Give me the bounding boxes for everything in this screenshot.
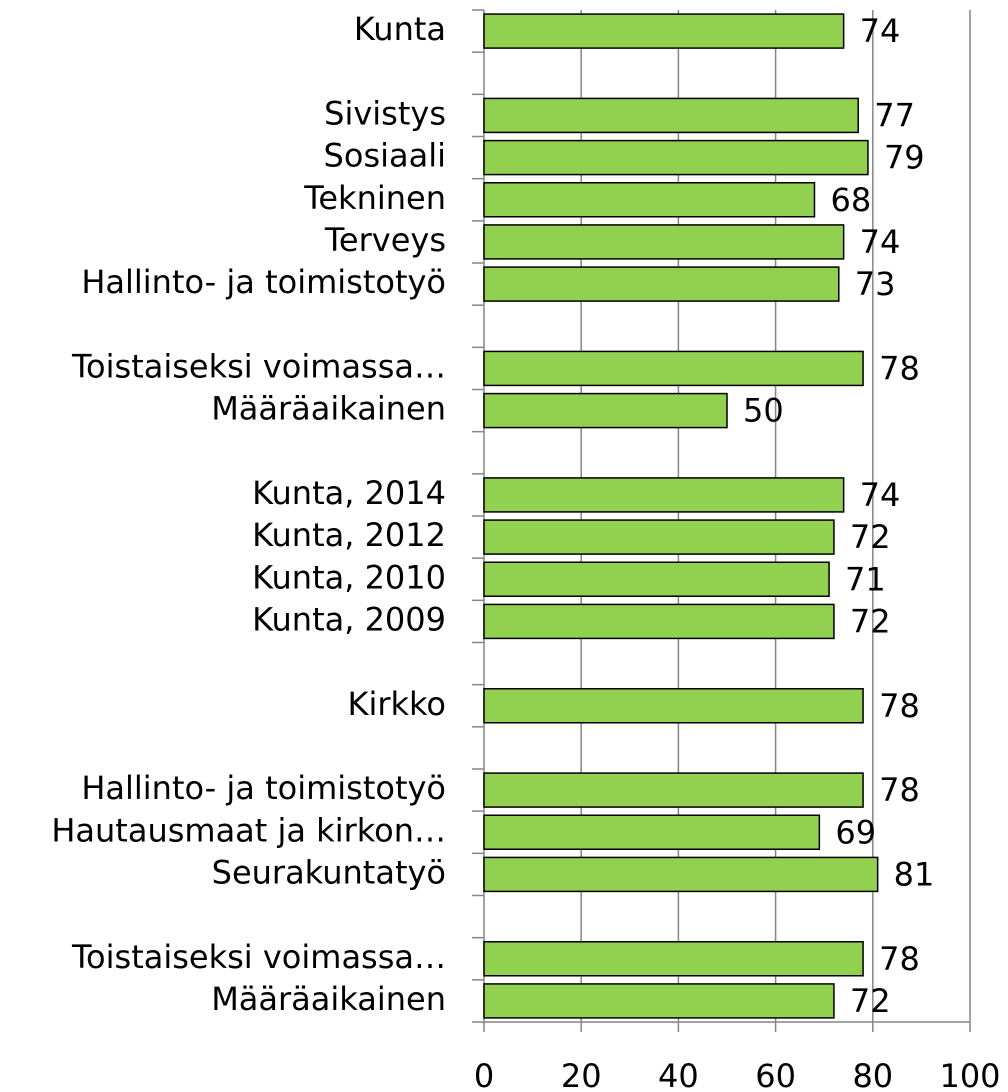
bar bbox=[483, 392, 728, 429]
bar bbox=[483, 983, 835, 1019]
y-tick-label: Kunta, 2012 bbox=[252, 516, 446, 554]
data-label: 72 bbox=[850, 982, 891, 1020]
data-label: 74 bbox=[860, 223, 901, 261]
y-tick-label: Määräaikainen bbox=[211, 980, 446, 1018]
data-label: 50 bbox=[743, 392, 784, 430]
y-tick-label: Hallinto- ja toimistotyö bbox=[81, 769, 446, 807]
x-tick-label: 80 bbox=[852, 1057, 893, 1088]
data-label: 72 bbox=[850, 602, 891, 640]
data-label: 69 bbox=[835, 813, 876, 851]
bar bbox=[483, 182, 816, 218]
bar bbox=[483, 139, 869, 176]
bar bbox=[483, 941, 864, 977]
bar bbox=[483, 856, 879, 893]
bar bbox=[483, 224, 845, 260]
bar bbox=[483, 97, 859, 134]
bar bbox=[483, 350, 864, 387]
data-label: 77 bbox=[874, 96, 915, 134]
bar bbox=[483, 772, 864, 808]
data-label: 72 bbox=[850, 518, 891, 556]
bar bbox=[483, 477, 845, 513]
x-tick-label: 100 bbox=[939, 1057, 1000, 1088]
data-label: 78 bbox=[879, 940, 920, 978]
x-tick-label: 60 bbox=[755, 1057, 796, 1088]
y-tick-label: Seurakuntatyö bbox=[212, 853, 446, 891]
x-tick-label: 20 bbox=[561, 1057, 602, 1088]
data-label: 78 bbox=[879, 349, 920, 387]
bar bbox=[483, 688, 864, 724]
bar bbox=[483, 266, 840, 302]
y-tick-label: Toistaiseksi voimassa… bbox=[71, 347, 446, 385]
y-tick-label: Sivistys bbox=[324, 94, 446, 132]
y-tick-label: Terveys bbox=[324, 221, 446, 259]
bar bbox=[483, 603, 835, 640]
data-label: 71 bbox=[845, 560, 886, 598]
y-tick-label: Kunta, 2009 bbox=[252, 600, 446, 638]
data-label: 74 bbox=[860, 12, 901, 50]
y-tick-label: Kunta, 2010 bbox=[252, 558, 446, 596]
bar bbox=[483, 814, 821, 850]
y-tick-label: Kirkko bbox=[347, 685, 446, 723]
bar bbox=[483, 519, 835, 555]
y-tick-label: Toistaiseksi voimassa… bbox=[71, 938, 446, 976]
y-tick-label: Määräaikainen bbox=[211, 390, 446, 428]
data-label: 81 bbox=[894, 855, 935, 893]
bar bbox=[483, 561, 830, 597]
bar bbox=[483, 13, 845, 49]
data-label: 79 bbox=[884, 139, 925, 177]
y-tick-label: Sosiaali bbox=[324, 137, 446, 175]
y-tick-label: Hallinto- ja toimistotyö bbox=[81, 263, 446, 301]
y-tick-label: Kunta bbox=[354, 10, 446, 48]
y-tick-label: Tekninen bbox=[303, 179, 446, 217]
y-tick-label: Hautausmaat ja kirkon… bbox=[51, 811, 446, 849]
x-tick-label: 0 bbox=[474, 1057, 494, 1088]
data-label: 74 bbox=[860, 476, 901, 514]
data-label: 68 bbox=[830, 181, 871, 219]
data-label: 78 bbox=[879, 771, 920, 809]
y-tick-label: Kunta, 2014 bbox=[252, 474, 446, 512]
x-tick-label: 40 bbox=[658, 1057, 699, 1088]
data-label: 78 bbox=[879, 687, 920, 725]
data-label: 73 bbox=[855, 265, 896, 303]
